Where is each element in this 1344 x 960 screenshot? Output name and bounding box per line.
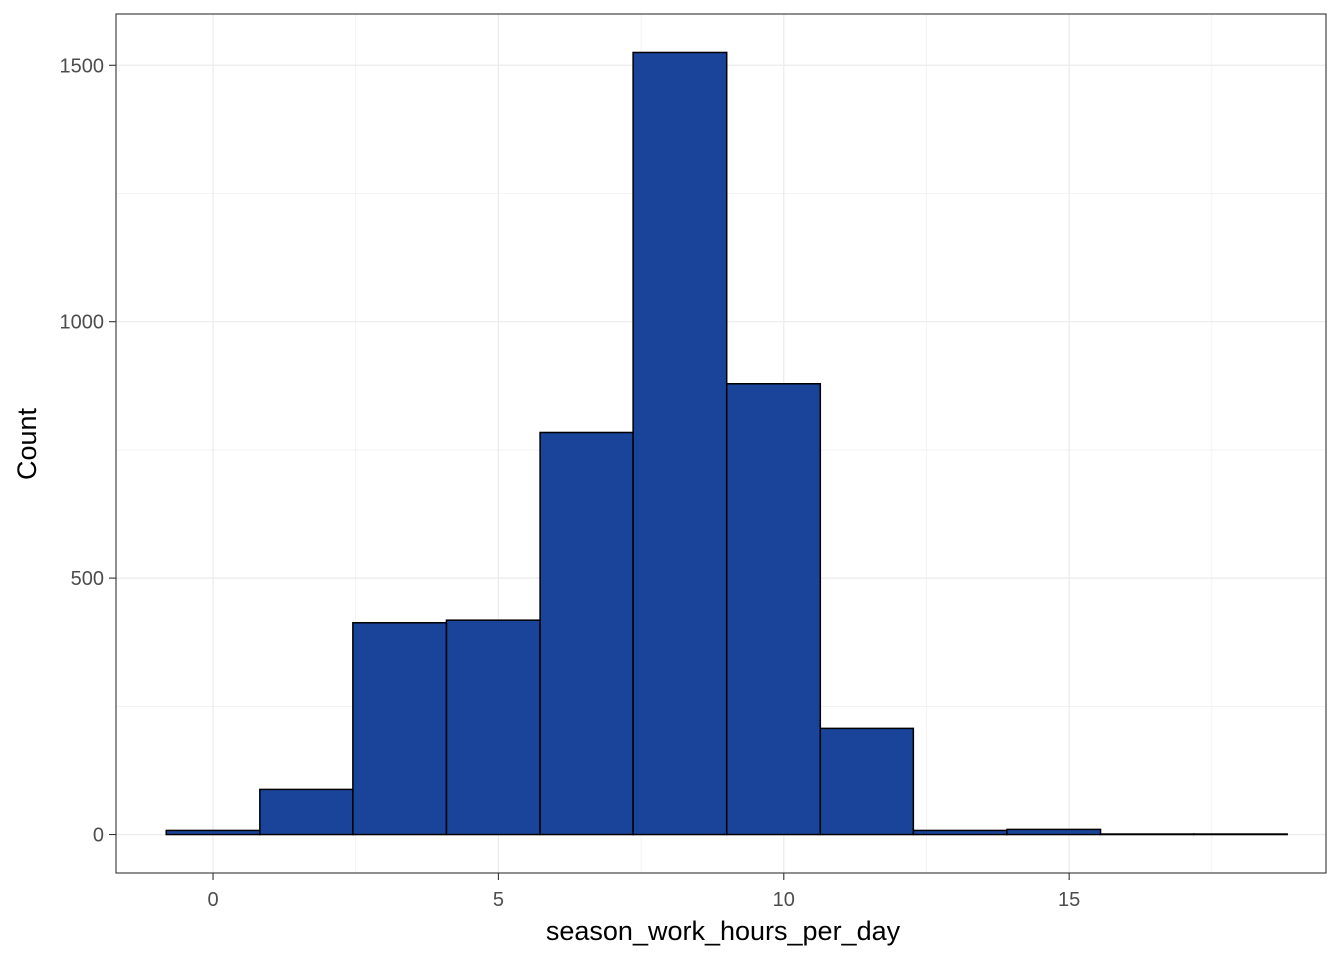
plot-area [115,13,1327,874]
x-tick-label: 5 [493,889,504,911]
histogram-bar [819,727,915,836]
y-axis-title: Count [12,407,42,480]
histogram-bar [1006,828,1102,836]
histogram-bar [445,619,541,836]
histogram-bars [165,51,1288,836]
histogram-bar [539,431,634,836]
y-tick-label: 0 [93,825,104,847]
histogram-bar [632,51,728,836]
histogram-bar [725,383,822,836]
x-tick-label: 0 [207,889,218,911]
x-tick-label: 15 [1058,889,1080,911]
y-axis: 0 500 1000 1500 [60,55,116,847]
histogram-bar [1192,833,1288,836]
x-axis-title: season_work_hours_per_day [546,916,901,946]
histogram-bar [259,788,354,836]
x-tick-label: 10 [773,889,795,911]
panel-border [115,13,1327,874]
histogram-bar [165,829,261,836]
histogram-bar [912,829,1008,836]
y-tick-label: 1000 [60,312,105,334]
x-axis: 0 5 10 15 [207,873,1080,911]
y-tick-label: 500 [71,568,104,590]
histogram-bar [352,621,448,836]
histogram-bar [1099,833,1195,836]
y-tick-label: 1500 [60,55,105,77]
